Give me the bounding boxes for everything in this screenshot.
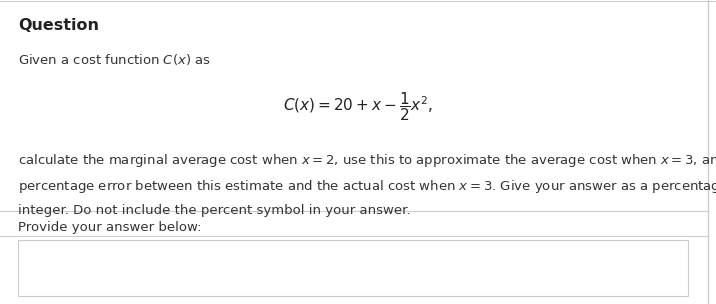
Text: Question: Question [18, 18, 99, 33]
Text: integer. Do not include the percent symbol in your answer.: integer. Do not include the percent symb… [18, 204, 410, 217]
Text: Provide your answer below:: Provide your answer below: [18, 221, 201, 234]
Text: Given a cost function $C(x)$ as: Given a cost function $C(x)$ as [18, 52, 211, 67]
Bar [18, 240, 688, 296]
Text: $C(x) = 20 + x - \dfrac{1}{2}x^2,$: $C(x) = 20 + x - \dfrac{1}{2}x^2,$ [283, 90, 433, 123]
Text: percentage error between this estimate and the actual cost when $x = 3$. Give yo: percentage error between this estimate a… [18, 178, 716, 195]
Text: calculate the marginal average cost when $x = 2$, use this to approximate the av: calculate the marginal average cost when… [18, 152, 716, 169]
